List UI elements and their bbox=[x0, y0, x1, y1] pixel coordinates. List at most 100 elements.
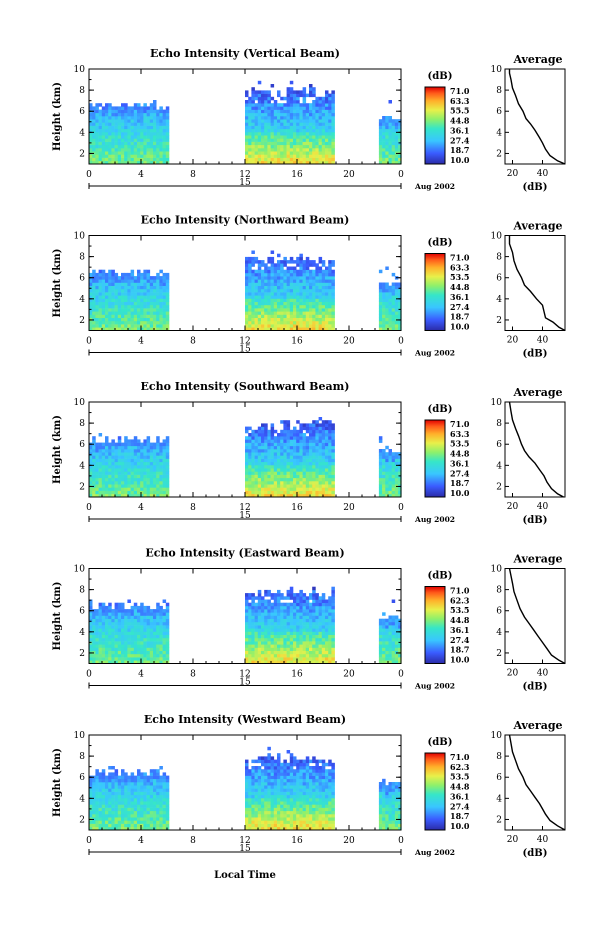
heatmap-cell bbox=[133, 122, 138, 126]
heatmap-cell bbox=[108, 615, 112, 619]
heatmap-cell bbox=[254, 132, 259, 136]
heatmap-cell bbox=[127, 311, 131, 315]
heatmap-cell bbox=[117, 304, 122, 309]
heatmap-cell bbox=[289, 122, 294, 126]
heatmap-cell bbox=[127, 308, 131, 312]
heatmap-cell bbox=[254, 596, 259, 600]
heatmap-cell bbox=[98, 458, 103, 463]
heatmap-cell bbox=[124, 439, 128, 443]
heatmap-cell bbox=[309, 615, 313, 619]
heatmap-cell bbox=[121, 272, 125, 277]
y-tick-label: 4 bbox=[79, 295, 85, 305]
heatmap-cell bbox=[130, 154, 135, 158]
heatmap-cell bbox=[267, 151, 271, 155]
chart-panel-0: Echo Intensity (Vertical Beam)246810Heig… bbox=[52, 47, 566, 193]
heatmap-cell bbox=[95, 474, 99, 479]
heatmap-cell bbox=[331, 452, 335, 456]
heatmap-cell bbox=[309, 282, 313, 286]
heatmap-cell bbox=[277, 650, 281, 655]
heatmap-cell bbox=[277, 272, 281, 277]
heatmap-cell bbox=[394, 458, 399, 463]
heatmap-cell bbox=[325, 609, 329, 613]
heatmap-cell bbox=[251, 320, 255, 325]
heatmap-cell bbox=[328, 276, 332, 280]
y-tick-label: 10 bbox=[74, 232, 86, 242]
heatmap-cell bbox=[318, 458, 323, 463]
heatmap-cell bbox=[117, 634, 122, 639]
heatmap-cell bbox=[248, 154, 252, 158]
heatmap-cell bbox=[130, 477, 135, 482]
heatmap-cell bbox=[165, 109, 170, 114]
heatmap-cell bbox=[385, 282, 389, 286]
heatmap-cell bbox=[137, 151, 141, 155]
heatmap-cell bbox=[280, 122, 284, 126]
heatmap-cell bbox=[321, 474, 326, 479]
heatmap-cell bbox=[321, 311, 326, 315]
heatmap-cell bbox=[264, 612, 268, 616]
heatmap-cell bbox=[95, 279, 99, 283]
heatmap-cell bbox=[117, 106, 122, 110]
heatmap-cell bbox=[325, 160, 329, 165]
heatmap-cell bbox=[378, 282, 383, 286]
heatmap-cell bbox=[124, 301, 128, 306]
heatmap-cell bbox=[114, 621, 119, 626]
heatmap-cell bbox=[251, 653, 255, 658]
heatmap-cell bbox=[277, 260, 281, 264]
colorbar-tick-label: 63.3 bbox=[450, 429, 470, 439]
heatmap-cell bbox=[382, 618, 386, 623]
heatmap-cell bbox=[385, 490, 389, 495]
heatmap-cell bbox=[257, 471, 262, 475]
heatmap-cell bbox=[92, 125, 96, 130]
heatmap-cell bbox=[140, 628, 144, 632]
heatmap-cell bbox=[254, 116, 259, 120]
heatmap-cell bbox=[315, 439, 319, 443]
heatmap-cell bbox=[159, 157, 163, 162]
heatmap-cell bbox=[254, 112, 259, 117]
heatmap-cell bbox=[143, 298, 147, 302]
heatmap-cell bbox=[382, 327, 386, 331]
heatmap-cell bbox=[394, 465, 399, 469]
heatmap-cell bbox=[146, 292, 151, 296]
heatmap-cell bbox=[162, 621, 167, 626]
heatmap-cell bbox=[296, 433, 300, 437]
heatmap-cell bbox=[133, 109, 138, 114]
heatmap-cell bbox=[283, 465, 287, 469]
heatmap-cell bbox=[245, 458, 249, 463]
heatmap-cell bbox=[165, 628, 170, 632]
heatmap-cell bbox=[153, 154, 157, 158]
heatmap-cell bbox=[388, 100, 392, 104]
heatmap-cell bbox=[143, 647, 147, 651]
heatmap-cell bbox=[114, 311, 119, 315]
heatmap-cell bbox=[165, 314, 170, 318]
heatmap-cell bbox=[277, 116, 281, 120]
heatmap-cell bbox=[321, 272, 326, 277]
heatmap-cell bbox=[264, 625, 268, 629]
heatmap-cell bbox=[289, 628, 294, 632]
heatmap-cell bbox=[325, 269, 329, 274]
heatmap-cell bbox=[325, 634, 329, 639]
heatmap-cell bbox=[92, 641, 96, 645]
heatmap-cell bbox=[296, 436, 300, 440]
heatmap-cell bbox=[296, 474, 300, 479]
heatmap-cell bbox=[251, 660, 255, 664]
heatmap-cell bbox=[318, 490, 323, 495]
heatmap-cell bbox=[299, 116, 303, 120]
heatmap-cell bbox=[325, 132, 329, 136]
heatmap-cell bbox=[143, 301, 147, 306]
heatmap-cell bbox=[156, 272, 160, 277]
heatmap-cell bbox=[270, 612, 275, 616]
heatmap-cell bbox=[137, 116, 141, 120]
heatmap-cell bbox=[165, 308, 170, 312]
heatmap-cell bbox=[95, 317, 99, 322]
heatmap-cell bbox=[267, 602, 271, 607]
heatmap-cell bbox=[257, 109, 262, 114]
heatmap-cell bbox=[124, 653, 128, 658]
heatmap-cell bbox=[89, 452, 93, 456]
heatmap-cell bbox=[153, 301, 157, 306]
heatmap-cell bbox=[277, 644, 281, 648]
heatmap-cell bbox=[257, 660, 262, 664]
heatmap-cell bbox=[121, 279, 125, 283]
heatmap-cell bbox=[261, 263, 265, 267]
heatmap-cell bbox=[321, 292, 326, 296]
heatmap-cell bbox=[254, 292, 259, 296]
